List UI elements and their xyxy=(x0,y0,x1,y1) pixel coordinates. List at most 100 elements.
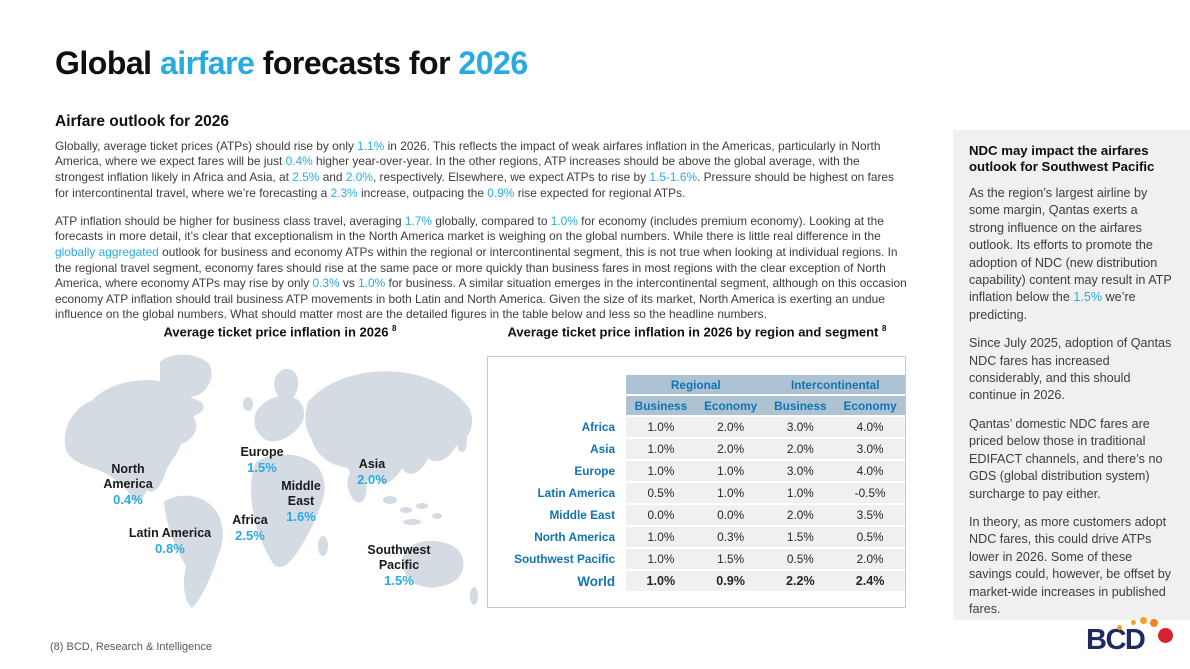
map-label-middle-east: Middle East 1.6% xyxy=(268,479,334,524)
footnote-source: (8) BCD, Research & Intelligence xyxy=(50,641,213,653)
table-row-europe: Europe 1.0% 1.0% 3.0% 4.0% xyxy=(489,461,905,481)
logo-dot-icon xyxy=(1117,625,1122,630)
cell-value: 0.5% xyxy=(765,549,836,569)
logo-dot-icon xyxy=(1140,617,1147,624)
cell-value: 3.5% xyxy=(835,505,905,525)
body-paragraph-1: Globally, average ticket prices (ATPs) s… xyxy=(55,138,894,200)
region-value: 0.8% xyxy=(155,541,185,556)
table-corner-cell xyxy=(489,396,626,415)
group-header-regional: Regional xyxy=(626,375,766,394)
row-label: Europe xyxy=(489,461,627,481)
bcd-logo-text: BCD xyxy=(1086,624,1146,656)
world-map-illustration xyxy=(64,354,478,608)
cell-value: 2.0% xyxy=(765,505,836,525)
map-label-europe: Europe 1.5% xyxy=(240,445,283,475)
region-value: 2.0% xyxy=(357,472,387,487)
cell-value: 1.0% xyxy=(626,439,696,459)
sidebar-paragraph-3: Qantas’ domestic NDC fares are priced be… xyxy=(969,416,1163,501)
map-label-latin-america: Latin America 0.8% xyxy=(128,526,213,556)
bcd-logo: BCD xyxy=(1086,616,1186,664)
region-name: Europe xyxy=(240,445,284,459)
sidebar-paragraph-1: As the region’s largest airline by some … xyxy=(969,186,1172,322)
cell-value: 2.0% xyxy=(695,439,766,459)
table-row-southwest-pacific: Southwest Pacific 1.0% 1.5% 0.5% 2.0% xyxy=(489,549,905,569)
region-value: 1.5% xyxy=(247,460,277,475)
cell-value: 1.0% xyxy=(626,461,696,481)
cell-value: 1.0% xyxy=(626,417,696,437)
cell-value: -0.5% xyxy=(835,483,905,503)
cell-value: 1.0% xyxy=(626,549,696,569)
table-row-latin-america: Latin America 0.5% 1.0% 1.0% -0.5% xyxy=(489,483,905,503)
table-group-header-row: Regional Intercontinental xyxy=(489,375,905,394)
map-title-footnote-ref: 8 xyxy=(392,324,397,333)
region-name: Middle East xyxy=(281,479,321,508)
region-name: Africa xyxy=(232,513,268,527)
page-title: Global airfare forecasts for 2026 xyxy=(55,45,528,82)
cell-value: 3.0% xyxy=(765,417,836,437)
map-label-southwest-pacific: Southwest Pacific 1.5% xyxy=(349,543,449,588)
map-chart-title: Average ticket price inflation in 2026 8 xyxy=(80,324,480,339)
table-row-north-america: North America 1.0% 0.3% 1.5% 0.5% xyxy=(489,527,905,547)
cell-value: 1.0% xyxy=(695,461,766,481)
cell-value: 0.5% xyxy=(835,527,905,547)
cell-value: 1.0% xyxy=(626,571,696,591)
cell-value: 3.0% xyxy=(835,439,905,459)
row-label: North America xyxy=(489,527,627,547)
logo-dot-icon xyxy=(1158,628,1173,643)
cell-value: 0.3% xyxy=(695,527,766,547)
cell-value: 2.2% xyxy=(765,571,836,591)
table-sub-header-row: Business Economy Business Economy xyxy=(489,396,905,415)
cell-value: 3.0% xyxy=(765,461,836,481)
region-name: Latin America xyxy=(128,526,212,540)
world-map-chart: North America 0.4% Latin America 0.8% Eu… xyxy=(60,350,480,620)
logo-dot-icon xyxy=(1131,620,1136,625)
table-row-africa: Africa 1.0% 2.0% 3.0% 4.0% xyxy=(489,417,905,437)
table-title-footnote-ref: 8 xyxy=(882,324,887,333)
region-value: 1.6% xyxy=(286,509,316,524)
cell-value: 2.0% xyxy=(765,439,836,459)
map-chart-title-text: Average ticket price inflation in 2026 xyxy=(163,324,389,340)
cell-value: 1.0% xyxy=(765,483,836,503)
ndc-sidebar-panel: NDC may impact the airfares outlook for … xyxy=(953,130,1190,620)
row-label: Asia xyxy=(489,439,627,459)
body-paragraph-2: ATP inflation should be higher for busin… xyxy=(55,213,907,322)
region-name: Asia xyxy=(358,457,386,471)
col-header-regional-economy: Economy xyxy=(695,396,766,415)
cell-value: 0.9% xyxy=(695,571,766,591)
region-value: 2.5% xyxy=(235,528,265,543)
table-row-world: World 1.0% 0.9% 2.2% 2.4% xyxy=(489,571,905,591)
cell-value: 0.5% xyxy=(626,483,696,503)
cell-value: 0.0% xyxy=(695,505,766,525)
region-value: 0.4% xyxy=(113,492,143,507)
atp-inflation-table: Regional Intercontinental Business Econo… xyxy=(489,373,905,593)
table-corner-cell xyxy=(489,375,626,394)
cell-value: 1.0% xyxy=(695,483,766,503)
cell-value: 2.0% xyxy=(695,417,766,437)
map-label-north-america: North America 0.4% xyxy=(86,462,171,507)
table-row-middle-east: Middle East 0.0% 0.0% 2.0% 3.5% xyxy=(489,505,905,525)
row-label: Middle East xyxy=(489,505,627,525)
region-name: North America xyxy=(103,462,153,491)
col-header-intercontinental-economy: Economy xyxy=(835,396,905,415)
cell-value: 2.0% xyxy=(835,549,905,569)
group-header-intercontinental: Intercontinental xyxy=(765,375,905,394)
table-chart-title: Average ticket price inflation in 2026 b… xyxy=(497,324,897,339)
col-header-regional-business: Business xyxy=(626,396,696,415)
table-row-asia: Asia 1.0% 2.0% 2.0% 3.0% xyxy=(489,439,905,459)
cell-value: 1.5% xyxy=(695,549,766,569)
table-chart-title-text: Average ticket price inflation in 2026 b… xyxy=(507,324,879,340)
cell-value: 1.0% xyxy=(626,527,696,547)
row-label: World xyxy=(489,571,627,591)
map-label-africa: Africa 2.5% xyxy=(232,513,267,543)
cell-value: 1.5% xyxy=(765,527,836,547)
section-heading: Airfare outlook for 2026 xyxy=(55,112,229,130)
sidebar-paragraph-4: In theory, as more customers adopt NDC f… xyxy=(969,514,1172,616)
atp-table-container: Regional Intercontinental Business Econo… xyxy=(487,356,906,608)
cell-value: 0.0% xyxy=(626,505,696,525)
row-label: Southwest Pacific xyxy=(489,549,627,569)
logo-dot-icon xyxy=(1150,619,1158,627)
cell-value: 4.0% xyxy=(835,417,905,437)
region-value: 1.5% xyxy=(384,573,414,588)
cell-value: 2.4% xyxy=(835,571,905,591)
